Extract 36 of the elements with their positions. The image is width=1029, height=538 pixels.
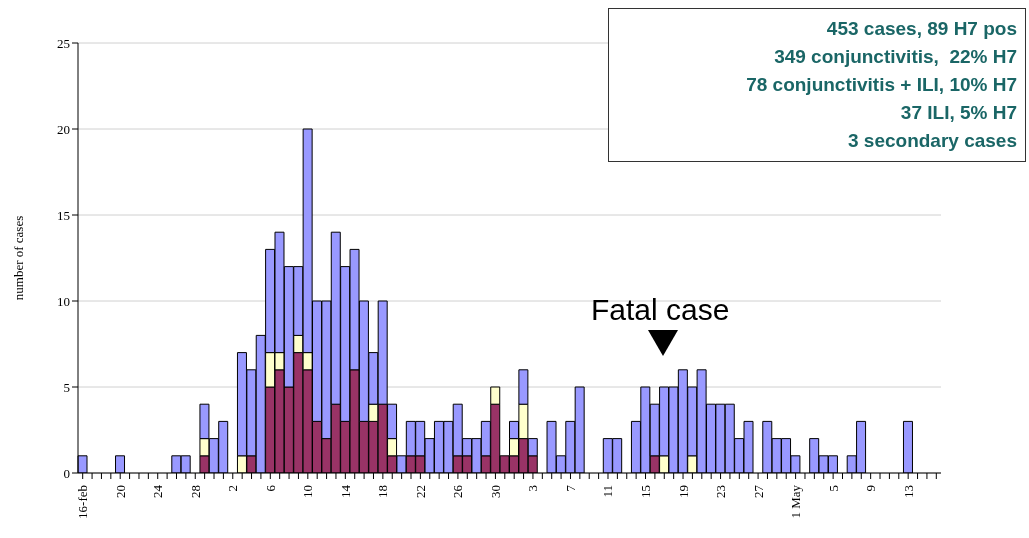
x-tick-label: 3 (525, 485, 541, 492)
x-tick-label: 2 (225, 485, 241, 492)
x-tick-label: 11 (600, 485, 616, 498)
annotation: 37 ILI, 5% H7 (899, 101, 1017, 125)
x-tick-label: 27 (750, 484, 766, 498)
y-tick-label: 20 (57, 121, 70, 137)
x-tick-label: 20 (112, 485, 128, 498)
y-tick-label: 25 (57, 35, 70, 51)
x-tick-label: 7 (562, 484, 578, 492)
x-tick-label: 18 (375, 485, 391, 498)
x-tick-label: 9 (863, 485, 879, 492)
x-tick-label: 5 (825, 485, 841, 492)
x-tick-label: 22 (412, 485, 428, 498)
y-tick-label: 0 (63, 465, 70, 481)
x-tick-label: 28 (187, 485, 203, 498)
annotation: 349 conjunctivitis, 22% H7 (773, 45, 1017, 69)
x-tick-label: 30 (487, 485, 503, 498)
annotation: 78 conjunctivitis + ILI, 10% H7 (745, 73, 1017, 97)
annotation: 3 secondary cases (847, 129, 1017, 153)
x-tick-label: 19 (675, 485, 691, 498)
y-tick-label: 10 (57, 293, 70, 309)
y-tick-label: 5 (63, 379, 70, 395)
x-tick-label: 16-feb (75, 485, 91, 519)
x-tick-label: 15 (638, 485, 654, 498)
x-tick-label: 13 (900, 485, 916, 498)
x-tick-label: 26 (450, 484, 466, 498)
text: 453 cases, 89 H7 pos (826, 18, 1017, 39)
y-axis-title: number of cases (10, 215, 26, 301)
x-tick-label: 1 May (788, 484, 804, 519)
x-tick-label: 10 (300, 485, 316, 498)
x-tick-label: 24 (150, 484, 166, 498)
x-tick-label: 14 (337, 484, 353, 498)
x-tick-label: 23 (713, 485, 729, 498)
annotation: Fatal case (591, 293, 730, 327)
x-tick-label: 6 (262, 484, 278, 492)
y-tick-label: 15 (57, 207, 70, 223)
